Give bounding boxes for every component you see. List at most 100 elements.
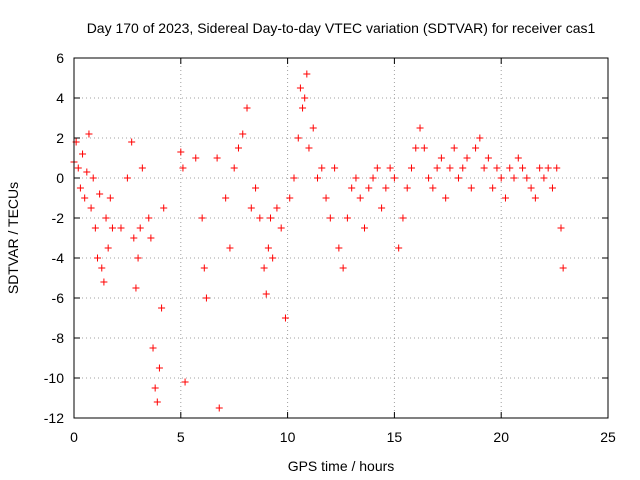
data-point: [386, 164, 394, 172]
y-tick-label: -2: [52, 210, 65, 226]
data-point: [301, 94, 309, 102]
data-point: [260, 264, 268, 272]
data-point: [134, 254, 142, 262]
data-point: [553, 164, 561, 172]
data-point: [531, 194, 539, 202]
data-point: [264, 244, 272, 252]
data-point: [247, 204, 255, 212]
data-point: [463, 154, 471, 162]
data-point: [181, 378, 189, 386]
data-point: [559, 264, 567, 272]
data-point: [510, 174, 518, 182]
data-point: [198, 214, 206, 222]
data-point: [489, 184, 497, 192]
data-point: [93, 254, 101, 262]
data-point: [348, 184, 356, 192]
data-point: [222, 194, 230, 202]
data-point: [399, 214, 407, 222]
data-point: [106, 194, 114, 202]
y-tick-label: 0: [56, 170, 64, 186]
data-point: [290, 174, 298, 182]
data-point: [365, 184, 373, 192]
data-point: [89, 174, 97, 182]
data-point: [98, 264, 106, 272]
data-point: [369, 174, 377, 182]
y-tick-label: -10: [44, 370, 64, 386]
data-point: [179, 164, 187, 172]
data-point: [177, 148, 185, 156]
data-point: [459, 164, 467, 172]
data-point: [412, 144, 420, 152]
data-point: [136, 224, 144, 232]
data-point: [472, 144, 480, 152]
data-point: [74, 164, 82, 172]
data-point: [83, 168, 91, 176]
y-tick-label: 2: [56, 130, 64, 146]
x-tick-label: 5: [177, 429, 185, 445]
data-point: [149, 344, 157, 352]
data-point: [100, 278, 108, 286]
data-point: [130, 234, 138, 242]
data-point: [360, 224, 368, 232]
data-point: [523, 174, 531, 182]
data-point: [395, 244, 403, 252]
data-point: [262, 290, 270, 298]
data-point: [79, 150, 87, 158]
data-point: [76, 184, 84, 192]
data-point: [102, 214, 110, 222]
chart-title: Day 170 of 2023, Sidereal Day-to-day VTE…: [87, 20, 596, 36]
y-tick-label: -8: [52, 330, 65, 346]
data-point: [256, 214, 264, 222]
x-tick-label: 20: [493, 429, 509, 445]
data-point: [96, 190, 104, 198]
grid: [74, 58, 608, 418]
data-point: [269, 254, 277, 262]
data-point: [234, 144, 242, 152]
data-point: [243, 104, 251, 112]
data-point: [548, 184, 556, 192]
data-point: [322, 194, 330, 202]
data-point: [331, 164, 339, 172]
data-point: [158, 304, 166, 312]
data-point: [215, 404, 223, 412]
data-point: [352, 174, 360, 182]
data-point: [147, 234, 155, 242]
data-point: [87, 204, 95, 212]
data-points: [70, 70, 567, 412]
data-point: [335, 244, 343, 252]
y-axis-label: SDTVAR / TECUs: [5, 182, 21, 294]
data-point: [294, 134, 302, 142]
data-point: [446, 164, 454, 172]
x-tick-label: 10: [280, 429, 296, 445]
data-point: [299, 104, 307, 112]
data-point: [132, 284, 140, 292]
data-point: [226, 244, 234, 252]
data-point: [128, 138, 136, 146]
x-tick-label: 15: [387, 429, 403, 445]
data-point: [151, 384, 159, 392]
data-point: [450, 144, 458, 152]
data-point: [281, 314, 289, 322]
data-point: [267, 214, 275, 222]
data-point: [81, 194, 89, 202]
data-point: [429, 184, 437, 192]
data-point: [407, 164, 415, 172]
data-point: [318, 164, 326, 172]
data-point: [123, 174, 131, 182]
data-point: [557, 224, 565, 232]
data-point: [230, 164, 238, 172]
x-tick-label: 0: [70, 429, 78, 445]
data-point: [239, 130, 247, 138]
data-point: [213, 154, 221, 162]
data-point: [527, 184, 535, 192]
data-point: [309, 124, 317, 132]
data-point: [373, 164, 381, 172]
data-point: [356, 194, 364, 202]
data-point: [519, 164, 527, 172]
data-point: [454, 174, 462, 182]
data-point: [91, 224, 99, 232]
y-tick-label: 6: [56, 50, 64, 66]
data-point: [153, 398, 161, 406]
data-point: [493, 164, 501, 172]
